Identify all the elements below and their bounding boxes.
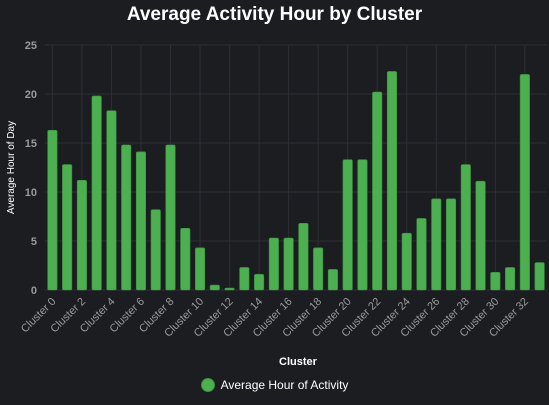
legend-swatch bbox=[200, 378, 215, 392]
bar[interactable] bbox=[195, 247, 206, 291]
bar[interactable] bbox=[135, 151, 146, 291]
bar[interactable] bbox=[416, 218, 427, 291]
bar[interactable] bbox=[91, 95, 102, 291]
bar[interactable] bbox=[386, 71, 397, 291]
bar[interactable] bbox=[224, 287, 235, 291]
bar[interactable] bbox=[62, 164, 73, 291]
x-axis-label: Cluster bbox=[279, 356, 318, 368]
bar[interactable] bbox=[239, 267, 250, 291]
y-axis-label: Average Hour of Day bbox=[6, 121, 17, 214]
bar[interactable] bbox=[209, 284, 220, 291]
bar[interactable] bbox=[150, 209, 161, 291]
bar[interactable] bbox=[313, 247, 324, 291]
bar[interactable] bbox=[431, 198, 442, 291]
y-tick-label: 10 bbox=[25, 187, 37, 199]
bar[interactable] bbox=[76, 179, 87, 291]
bar[interactable] bbox=[446, 198, 457, 291]
bar[interactable] bbox=[357, 159, 368, 291]
bar[interactable] bbox=[534, 262, 545, 291]
legend[interactable]: Average Hour of Activity bbox=[0, 378, 549, 392]
bar[interactable] bbox=[268, 237, 279, 291]
bar[interactable] bbox=[475, 180, 486, 291]
bar[interactable] bbox=[401, 232, 412, 291]
bar[interactable] bbox=[372, 91, 383, 291]
grid-lines bbox=[45, 44, 547, 291]
y-tick-labels: 0 5 10 15 20 25 bbox=[25, 40, 37, 297]
bar[interactable] bbox=[490, 272, 501, 291]
y-tick-label: 5 bbox=[31, 236, 37, 248]
bar[interactable] bbox=[460, 164, 471, 291]
bar[interactable] bbox=[519, 74, 530, 291]
bar[interactable] bbox=[165, 144, 176, 291]
bar[interactable] bbox=[180, 227, 191, 291]
legend-label: Average Hour of Activity bbox=[220, 378, 349, 392]
y-tick-label: 25 bbox=[25, 40, 37, 52]
bar[interactable] bbox=[121, 144, 132, 291]
y-tick-label: 15 bbox=[25, 138, 37, 150]
bar[interactable] bbox=[254, 274, 265, 291]
bar[interactable] bbox=[283, 237, 294, 291]
bar[interactable] bbox=[298, 223, 309, 291]
chart-title: Average Activity Hour by Cluster bbox=[126, 4, 423, 25]
bar[interactable] bbox=[106, 110, 117, 291]
bars bbox=[47, 71, 545, 291]
bar[interactable] bbox=[327, 269, 338, 291]
bar[interactable] bbox=[505, 267, 516, 291]
bar[interactable] bbox=[47, 129, 58, 291]
bar[interactable] bbox=[342, 159, 353, 291]
y-tick-label: 20 bbox=[25, 89, 37, 101]
y-tick-label: 0 bbox=[31, 285, 37, 297]
